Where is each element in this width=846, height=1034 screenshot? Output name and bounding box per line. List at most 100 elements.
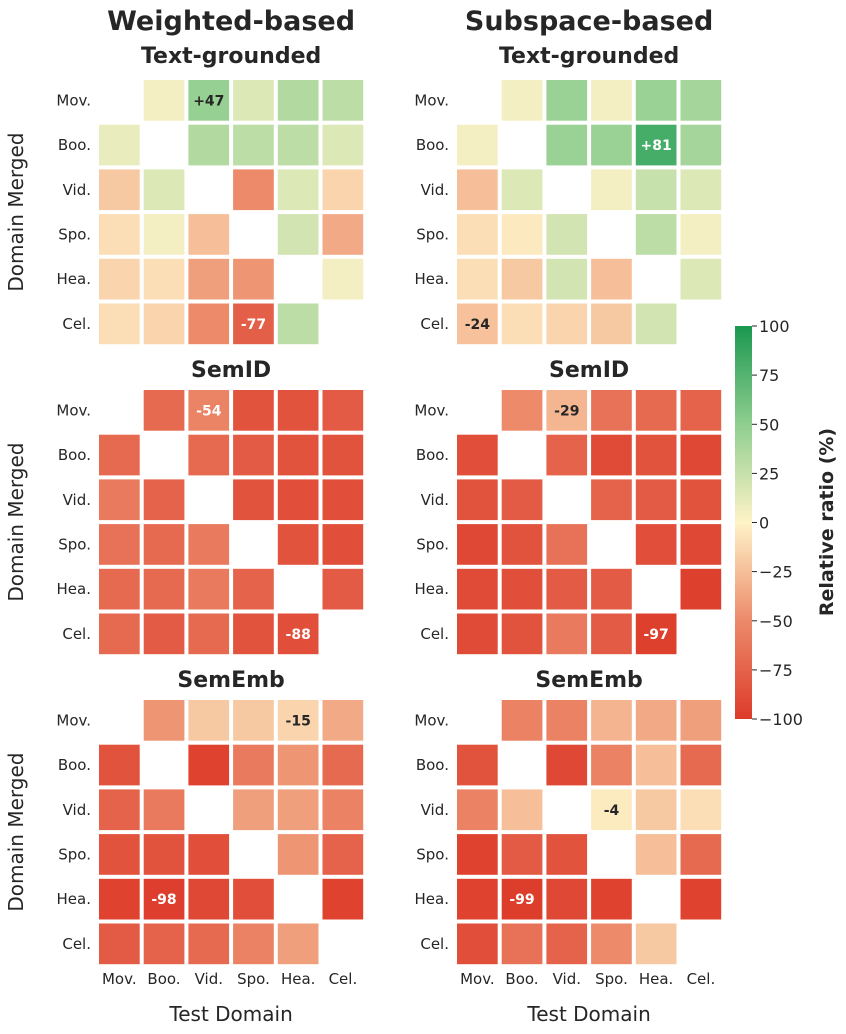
- heatmap-cell: [546, 568, 588, 610]
- cell-annotation: -54: [196, 403, 222, 419]
- heatmap-cell: [277, 124, 319, 166]
- y-tick-label: Spo.: [416, 226, 449, 244]
- heatmap-cell: [501, 568, 543, 610]
- heatmap-cell: [99, 169, 140, 211]
- y-tick-label: Hea.: [57, 270, 91, 288]
- heatmap-cell: [546, 124, 588, 166]
- heatmap-cell: [233, 124, 274, 166]
- heatmap-cell: [680, 744, 722, 786]
- y-tick-label: Boo.: [58, 446, 91, 464]
- heatmap-cell: [188, 303, 230, 345]
- heatmap-cell: [322, 479, 364, 521]
- y-axis-label: Domain Merged: [4, 443, 28, 602]
- heatmap-cell: [277, 434, 319, 476]
- heatmap-panel: [457, 700, 722, 965]
- heatmap-panel: [457, 390, 722, 655]
- heatmap-cell: [99, 789, 140, 831]
- heatmap-cell: [501, 390, 543, 431]
- x-tick-label: Cel.: [687, 970, 716, 988]
- heatmap-cell: [457, 789, 498, 831]
- heatmap-panel: [457, 80, 722, 345]
- heatmap-cell: [501, 214, 543, 255]
- y-tick-label: Mov.: [414, 91, 449, 109]
- cell-annotation: -99: [509, 892, 534, 908]
- x-tick-label: Hea.: [639, 970, 673, 988]
- heatmap-cell: [322, 214, 364, 255]
- heatmap-cell: [188, 878, 230, 920]
- heatmap-cell: [635, 524, 677, 565]
- heatmap-cell: [143, 923, 185, 965]
- heatmap-cell: [457, 613, 498, 655]
- heatmap-cell: [457, 878, 498, 920]
- colorbar-gradient: [735, 326, 752, 719]
- y-tick-label: Boo.: [416, 136, 449, 154]
- heatmap-cell: [233, 303, 274, 345]
- y-tick-label: Mov.: [56, 711, 91, 729]
- y-axis-label: Domain Merged: [4, 753, 28, 912]
- heatmap-cell: [457, 524, 498, 565]
- heatmap-cell: [143, 789, 185, 831]
- heatmap-cell: [501, 700, 543, 741]
- panel-title: SemID: [549, 358, 629, 383]
- x-axis-label: Test Domain: [168, 1002, 292, 1026]
- heatmap-cell: [99, 923, 140, 965]
- heatmap-cell: [591, 744, 632, 786]
- y-tick-label: Hea.: [415, 890, 449, 908]
- heatmap-cell: [322, 434, 364, 476]
- heatmap-cell: [546, 744, 588, 786]
- heatmap-cell: [680, 789, 722, 831]
- heatmap-cell: [143, 568, 185, 610]
- y-tick-label: Cel.: [62, 625, 91, 643]
- heatmap-cell: [322, 169, 364, 211]
- heatmap-cell: [99, 878, 140, 920]
- heatmap-cell: [322, 258, 364, 300]
- heatmap-cell: [546, 258, 588, 300]
- heatmap-cell: [635, 613, 677, 655]
- heatmap-cell: [277, 700, 319, 741]
- heatmap-cell: [143, 214, 185, 255]
- y-tick-label: Cel.: [62, 315, 91, 333]
- y-tick-label: Cel.: [420, 625, 449, 643]
- heatmap-cell: [233, 390, 274, 431]
- y-tick-label: Hea.: [57, 890, 91, 908]
- heatmap-cell: [143, 479, 185, 521]
- y-tick-label: Vid.: [421, 181, 449, 199]
- heatmap-cell: [143, 80, 185, 121]
- heatmap-panel: [99, 390, 364, 655]
- heatmap-cell: [635, 214, 677, 255]
- heatmap-cell: [188, 214, 230, 255]
- colorbar-tick-label: −25: [759, 563, 793, 582]
- heatmap-cell: [322, 834, 364, 875]
- cell-annotation: +81: [640, 138, 671, 154]
- panel-title: Text-grounded: [141, 44, 321, 69]
- y-tick-label: Spo.: [58, 846, 91, 864]
- heatmap-cell: [457, 434, 498, 476]
- x-tick-label: Mov.: [460, 970, 495, 988]
- heatmap-cell: [143, 303, 185, 345]
- heatmap-cell: [143, 390, 185, 431]
- y-tick-label: Boo.: [416, 756, 449, 774]
- heatmap-cell: [680, 524, 722, 565]
- colorbar-tick-label: −100: [759, 710, 803, 729]
- y-axis-label: Domain Merged: [4, 133, 28, 292]
- heatmap-cell: [591, 258, 632, 300]
- heatmap-cell: [233, 744, 274, 786]
- x-tick-label: Hea.: [281, 970, 315, 988]
- heatmap-cell: [188, 923, 230, 965]
- heatmap-cell: [322, 80, 364, 121]
- colorbar-tick-label: 25: [759, 464, 779, 483]
- heatmap-cell: [501, 789, 543, 831]
- heatmap-cell: [188, 124, 230, 166]
- panel-title: SemEmb: [535, 668, 642, 693]
- cell-annotation: -97: [643, 627, 668, 643]
- heatmap-cell: [99, 214, 140, 255]
- heatmap-cell: [546, 923, 588, 965]
- y-tick-label: Hea.: [415, 270, 449, 288]
- heatmap-cell: [546, 524, 588, 565]
- x-tick-label: Boo.: [505, 970, 538, 988]
- heatmap-cell: [680, 124, 722, 166]
- heatmap-cell: [501, 613, 543, 655]
- heatmap-cell: [457, 124, 498, 166]
- heatmap-cell: [457, 258, 498, 300]
